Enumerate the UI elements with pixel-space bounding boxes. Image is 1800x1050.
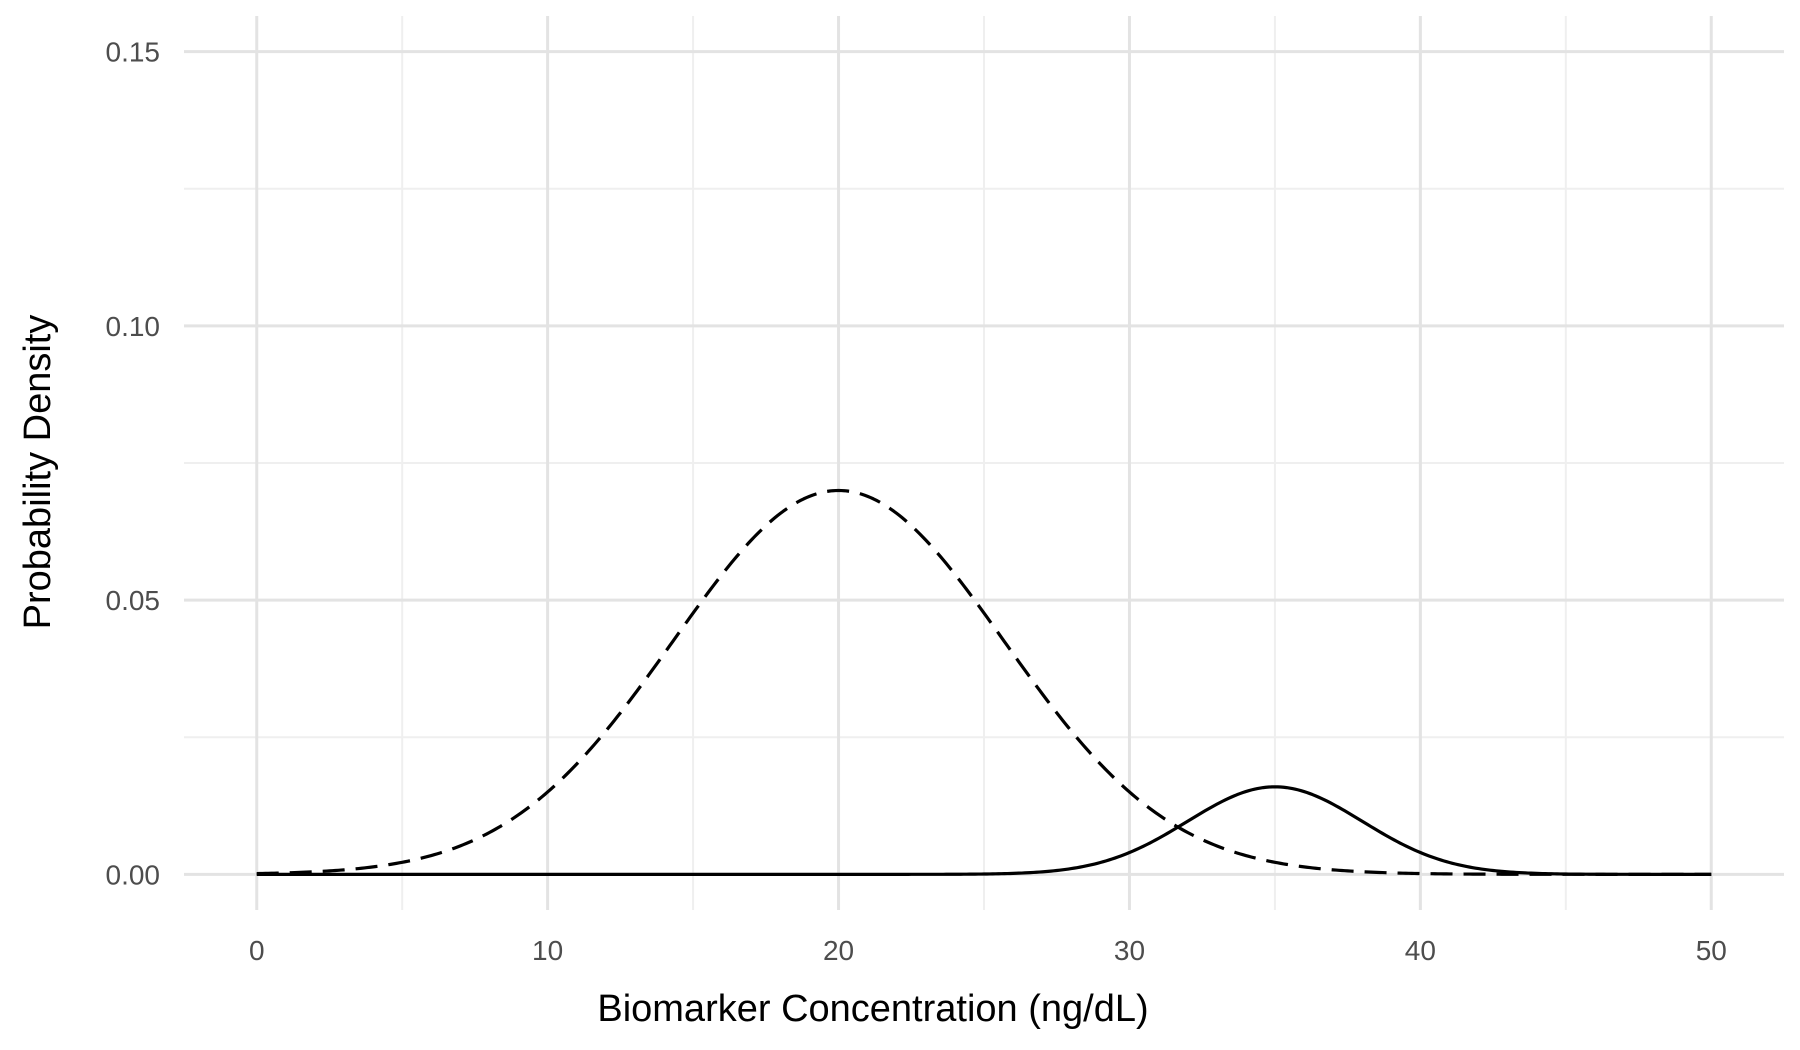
x-tick-label: 0 xyxy=(249,935,265,966)
x-tick-label: 30 xyxy=(1114,935,1145,966)
y-tick-label: 0.10 xyxy=(106,311,161,342)
x-tick-label: 20 xyxy=(823,935,854,966)
series-lines xyxy=(256,488,1712,876)
y-tick-label: 0.05 xyxy=(106,585,161,616)
x-tick-label: 50 xyxy=(1696,935,1727,966)
solid-density-curve xyxy=(256,785,1712,876)
x-tick-label: 10 xyxy=(532,935,563,966)
y-tick-label: 0.00 xyxy=(106,859,161,890)
minor-gridlines xyxy=(184,16,1784,910)
x-axis-ticks: 0 10 20 30 40 50 xyxy=(249,935,1727,966)
y-axis-title: Probability Density xyxy=(17,315,59,630)
y-axis-ticks: 0.00 0.05 0.10 0.15 xyxy=(106,37,161,891)
y-tick-label: 0.15 xyxy=(106,37,161,68)
x-tick-label: 40 xyxy=(1405,935,1436,966)
dashed-density-curve xyxy=(256,488,1712,876)
x-axis-title: Biomarker Concentration (ng/dL) xyxy=(597,988,1148,1030)
